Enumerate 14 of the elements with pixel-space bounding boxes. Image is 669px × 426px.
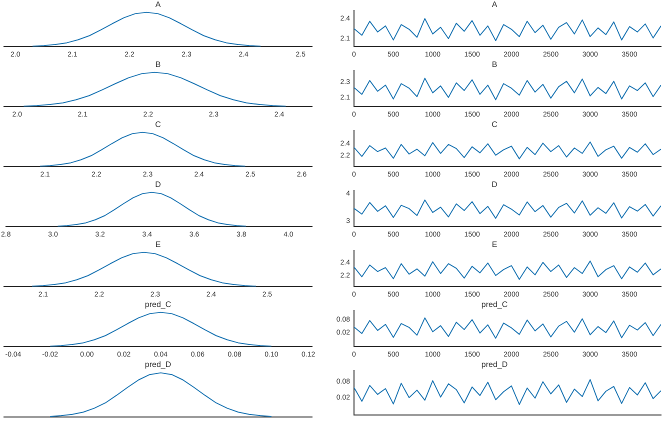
chart-title: pred_C <box>144 300 172 310</box>
chart-title: D <box>155 180 162 190</box>
chart-title: A <box>155 0 162 10</box>
chart-title: pred_D <box>481 360 508 370</box>
chart-title: E <box>155 240 161 250</box>
chart-title: B <box>492 60 498 70</box>
chart-title: A <box>492 0 498 10</box>
chart-title: pred_D <box>144 360 172 370</box>
chart-title: C <box>492 120 498 130</box>
chart-title: B <box>155 60 161 70</box>
chart-title: D <box>492 180 498 190</box>
chart-title: pred_C <box>481 300 508 310</box>
chart-title: E <box>492 240 498 250</box>
chart-title: C <box>155 120 162 130</box>
